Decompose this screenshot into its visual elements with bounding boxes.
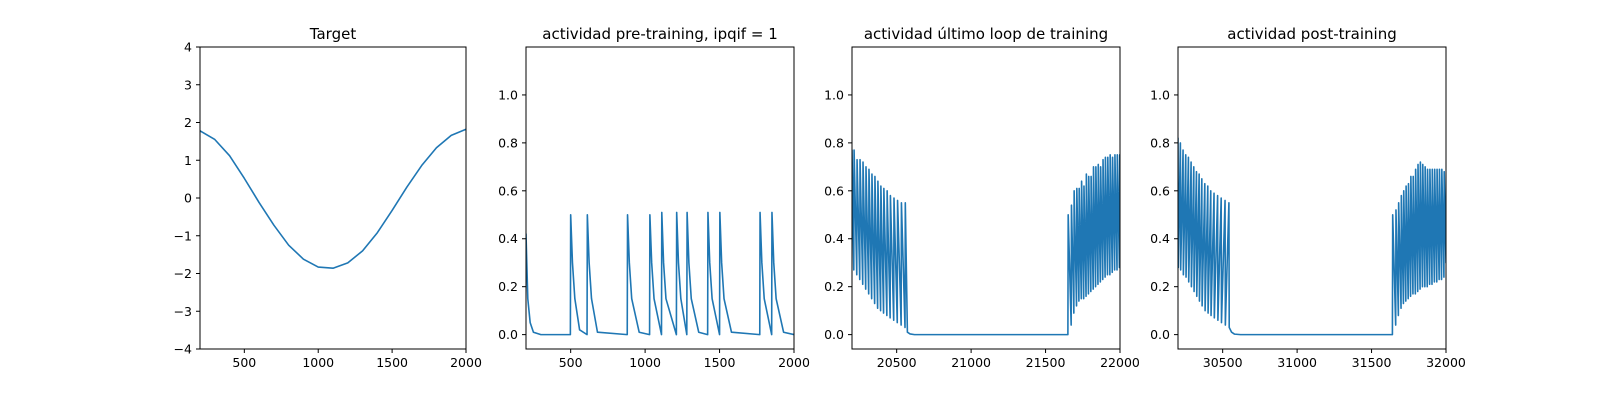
x-tick-label: 2000 xyxy=(450,355,482,370)
chart-title: actividad último loop de training xyxy=(864,25,1108,43)
y-tick-label: −4 xyxy=(174,342,192,357)
y-tick-label: 1.0 xyxy=(824,87,844,102)
x-tick-label: 21500 xyxy=(1026,355,1066,370)
y-tick-label: 1.0 xyxy=(1150,87,1170,102)
x-tick-label: 1000 xyxy=(302,355,334,370)
y-tick-label: 0.4 xyxy=(824,231,844,246)
x-tick-label: 500 xyxy=(232,355,256,370)
y-tick-label: 0.0 xyxy=(824,327,844,342)
x-tick-label: 1000 xyxy=(629,355,661,370)
chart-title: Target xyxy=(309,25,357,43)
x-tick-label: 31000 xyxy=(1277,355,1317,370)
series-line xyxy=(1178,137,1446,336)
x-tick-label: 32000 xyxy=(1426,355,1466,370)
y-tick-label: 0.8 xyxy=(498,135,518,150)
y-tick-label: 2 xyxy=(184,115,192,130)
y-tick-label: 0 xyxy=(184,191,192,206)
chart-panel-3: actividad último loop de training 20500 21… xyxy=(824,25,1140,370)
chart-panel-2: actividad pre-training, ipqif = 1 500 1000… xyxy=(498,25,810,370)
x-tick-label: 30500 xyxy=(1203,355,1243,370)
y-tick-label: 0.6 xyxy=(1150,183,1170,198)
y-tick-label: 0.2 xyxy=(498,279,518,294)
chart-panel-4: actividad post-training 30500 31000 31500 32… xyxy=(1150,25,1466,370)
y-tick-label: −1 xyxy=(174,228,192,243)
y-tick-label: −3 xyxy=(174,304,192,319)
y-tick-label: 0.6 xyxy=(824,183,844,198)
x-tick-label: 2000 xyxy=(778,355,810,370)
y-tick-label: 3 xyxy=(184,77,192,92)
y-tick-label: 4 xyxy=(184,40,192,55)
plot-frame xyxy=(199,46,467,350)
series-line xyxy=(200,128,466,270)
x-tick-label: 1500 xyxy=(376,355,408,370)
y-tick-label: 0.8 xyxy=(1150,135,1170,150)
y-tick-label: 0.2 xyxy=(1150,279,1170,294)
chart-title: actividad pre-training, ipqif = 1 xyxy=(542,25,778,43)
y-tick-label: 0.2 xyxy=(824,279,844,294)
chart-title: actividad post-training xyxy=(1227,25,1396,43)
x-tick-label: 31500 xyxy=(1352,355,1392,370)
x-tick-label: 1500 xyxy=(704,355,736,370)
x-tick-label: 21000 xyxy=(951,355,991,370)
y-tick-label: −2 xyxy=(174,266,192,281)
y-tick-label: 0.0 xyxy=(1150,327,1170,342)
plot-frame xyxy=(851,46,1121,350)
x-tick-label: 500 xyxy=(559,355,583,370)
plot-frame xyxy=(525,46,795,350)
y-tick-label: 1 xyxy=(184,153,192,168)
y-tick-label: 0.4 xyxy=(498,231,518,246)
x-tick-label: 22000 xyxy=(1100,355,1140,370)
y-tick-label: 0.4 xyxy=(1150,231,1170,246)
chart-panel-1: Target 500 1000 1500 2000 −4 −3 −2 −1 0 1 2 3 4 xyxy=(174,25,482,370)
x-tick-label: 20500 xyxy=(877,355,917,370)
plot-frame xyxy=(1177,46,1447,350)
y-tick-label: 0.0 xyxy=(498,327,518,342)
series-line xyxy=(852,149,1120,336)
series-line xyxy=(526,211,794,336)
y-tick-label: 0.6 xyxy=(498,183,518,198)
y-tick-label: 1.0 xyxy=(498,87,518,102)
y-tick-label: 0.8 xyxy=(824,135,844,150)
